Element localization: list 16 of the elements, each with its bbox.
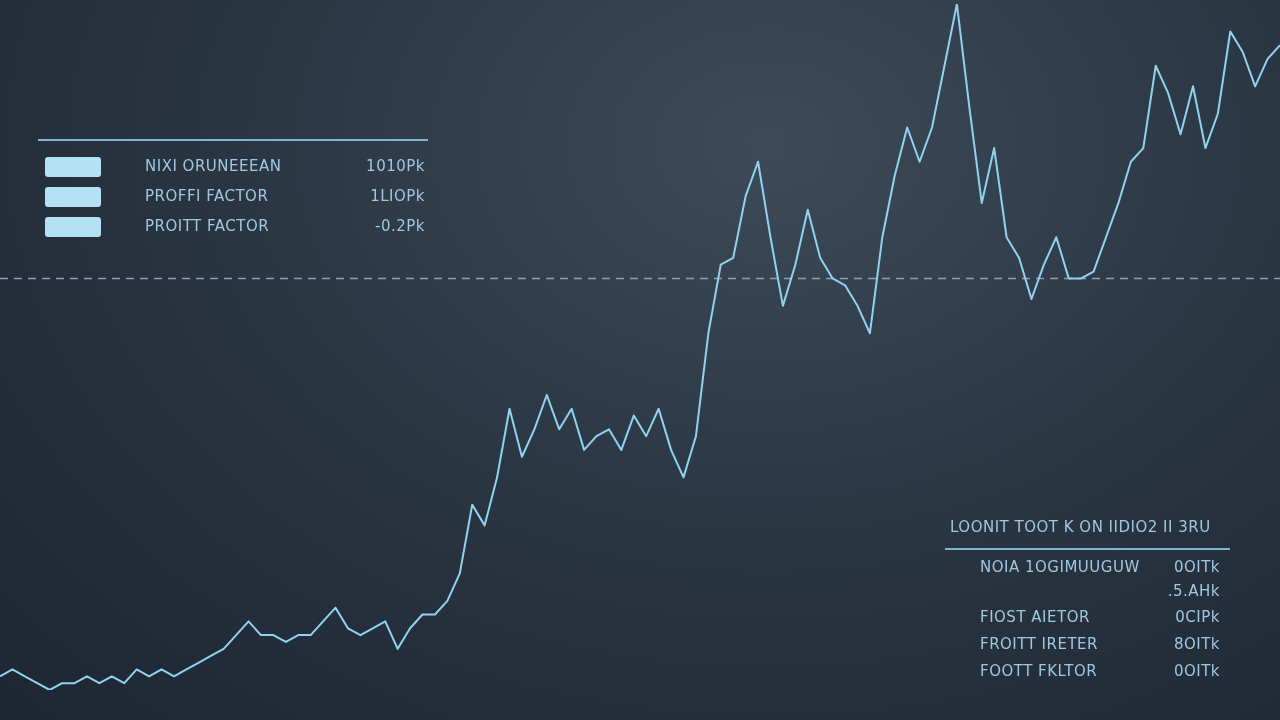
annotation: PROFFI FACTOR [145,187,269,205]
annotation: NIXI ORUNEEEAN [145,157,282,175]
annotation: FROITT IRETER [980,635,1098,653]
annotation: FOOTT FKLTOR [980,662,1098,680]
annotation: PROITT FACTOR [145,217,270,235]
annotation: 0CIPk [1175,608,1220,626]
annotation: NOIA 1OGIMUUGUW [980,558,1140,576]
annotation: LOONIT TOOT K ON IIDIO2 II 3RU [950,518,1211,536]
annotation: 1LIOPk [370,187,425,205]
annotation: FIOST AIETOR [980,608,1090,626]
annotation: 0OITk [1173,558,1220,576]
annotation: 8OITk [1173,635,1220,653]
annotation: 1010Pk [366,157,425,175]
annotation: 0OITk [1173,662,1220,680]
annotation: -0.2Pk [375,217,425,235]
annotation: .5.AHk [1167,582,1220,600]
